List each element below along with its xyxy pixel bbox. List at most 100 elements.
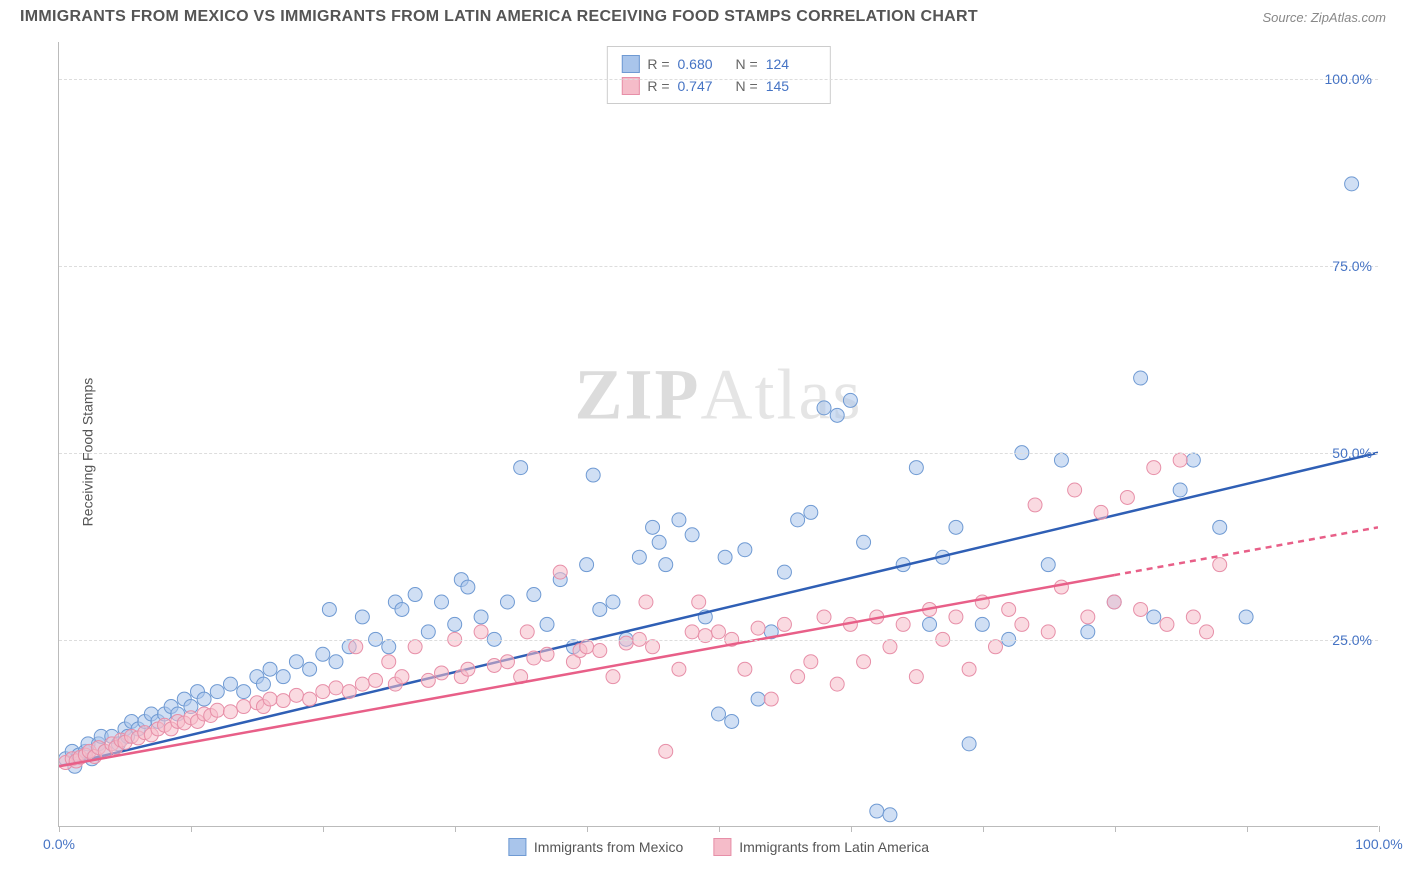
data-point <box>764 625 778 639</box>
n-value: 124 <box>766 56 816 72</box>
data-point <box>276 694 290 708</box>
data-point <box>461 662 475 676</box>
data-point <box>322 602 336 616</box>
data-point <box>1213 520 1227 534</box>
data-point <box>923 617 937 631</box>
data-point <box>69 754 83 768</box>
data-point <box>263 662 277 676</box>
data-point <box>316 685 330 699</box>
data-point <box>210 685 224 699</box>
data-point <box>94 729 108 743</box>
data-point <box>144 707 158 721</box>
data-point <box>777 565 791 579</box>
data-point <box>68 759 82 773</box>
data-point <box>144 728 158 742</box>
x-tick <box>851 826 852 832</box>
gridline <box>59 79 1378 80</box>
data-point <box>98 744 112 758</box>
data-point <box>408 588 422 602</box>
data-point <box>256 677 270 691</box>
data-point <box>111 737 125 751</box>
data-point <box>118 735 132 749</box>
data-point <box>712 707 726 721</box>
data-point <box>78 748 92 762</box>
n-label: N = <box>736 78 758 94</box>
data-point <box>540 647 554 661</box>
legend-item: Immigrants from Latin America <box>713 838 929 856</box>
watermark: ZIPAtlas <box>574 353 862 436</box>
data-point <box>659 558 673 572</box>
data-point <box>1054 453 1068 467</box>
x-tick <box>323 826 324 832</box>
data-point <box>1147 461 1161 475</box>
data-point <box>65 752 79 766</box>
data-point <box>764 692 778 706</box>
gridline <box>59 640 1378 641</box>
data-point <box>65 744 79 758</box>
data-point <box>1028 498 1042 512</box>
data-point <box>527 651 541 665</box>
data-point <box>329 681 343 695</box>
trend-line <box>59 453 1378 767</box>
data-point <box>303 662 317 676</box>
data-point <box>1200 625 1214 639</box>
legend-swatch <box>508 838 526 856</box>
data-point <box>59 756 73 770</box>
data-point <box>566 655 580 669</box>
data-point <box>804 505 818 519</box>
data-point <box>619 636 633 650</box>
data-point <box>303 692 317 706</box>
data-point <box>830 677 844 691</box>
data-point <box>843 617 857 631</box>
n-value: 145 <box>766 78 816 94</box>
data-point <box>171 707 185 721</box>
data-point <box>751 692 765 706</box>
data-point <box>606 595 620 609</box>
plot-area: ZIPAtlas R =0.680N =124R =0.747N =145 Im… <box>58 42 1378 827</box>
data-point <box>909 461 923 475</box>
data-point <box>1068 483 1082 497</box>
data-point <box>342 640 356 654</box>
data-point <box>580 640 594 654</box>
legend-swatch <box>713 838 731 856</box>
data-point <box>223 677 237 691</box>
data-point <box>1081 610 1095 624</box>
data-point <box>191 685 205 699</box>
data-point <box>1173 483 1187 497</box>
data-point <box>1041 558 1055 572</box>
data-point <box>109 741 123 755</box>
y-tick-label: 75.0% <box>1332 258 1372 274</box>
data-point <box>92 741 106 755</box>
data-point <box>791 670 805 684</box>
data-point <box>395 602 409 616</box>
data-point <box>580 558 594 572</box>
data-point <box>672 513 686 527</box>
data-point <box>1186 610 1200 624</box>
data-point <box>606 670 620 684</box>
data-point <box>158 707 172 721</box>
x-tick <box>191 826 192 832</box>
data-point <box>131 722 145 736</box>
x-tick <box>1115 826 1116 832</box>
data-point <box>639 595 653 609</box>
data-point <box>632 550 646 564</box>
x-tick <box>455 826 456 832</box>
data-point <box>355 610 369 624</box>
data-point <box>355 677 369 691</box>
data-point <box>843 393 857 407</box>
gridline <box>59 266 1378 267</box>
data-point <box>725 714 739 728</box>
data-point <box>520 625 534 639</box>
data-point <box>131 731 145 745</box>
legend-item: Immigrants from Mexico <box>508 838 683 856</box>
data-point <box>388 595 402 609</box>
chart-container: Receiving Food Stamps ZIPAtlas R =0.680N… <box>18 42 1388 862</box>
data-point <box>82 744 96 758</box>
data-point <box>421 673 435 687</box>
data-point <box>72 748 86 762</box>
data-point <box>461 580 475 594</box>
data-point <box>151 714 165 728</box>
data-point <box>421 625 435 639</box>
data-point <box>382 655 396 669</box>
data-point <box>454 670 468 684</box>
